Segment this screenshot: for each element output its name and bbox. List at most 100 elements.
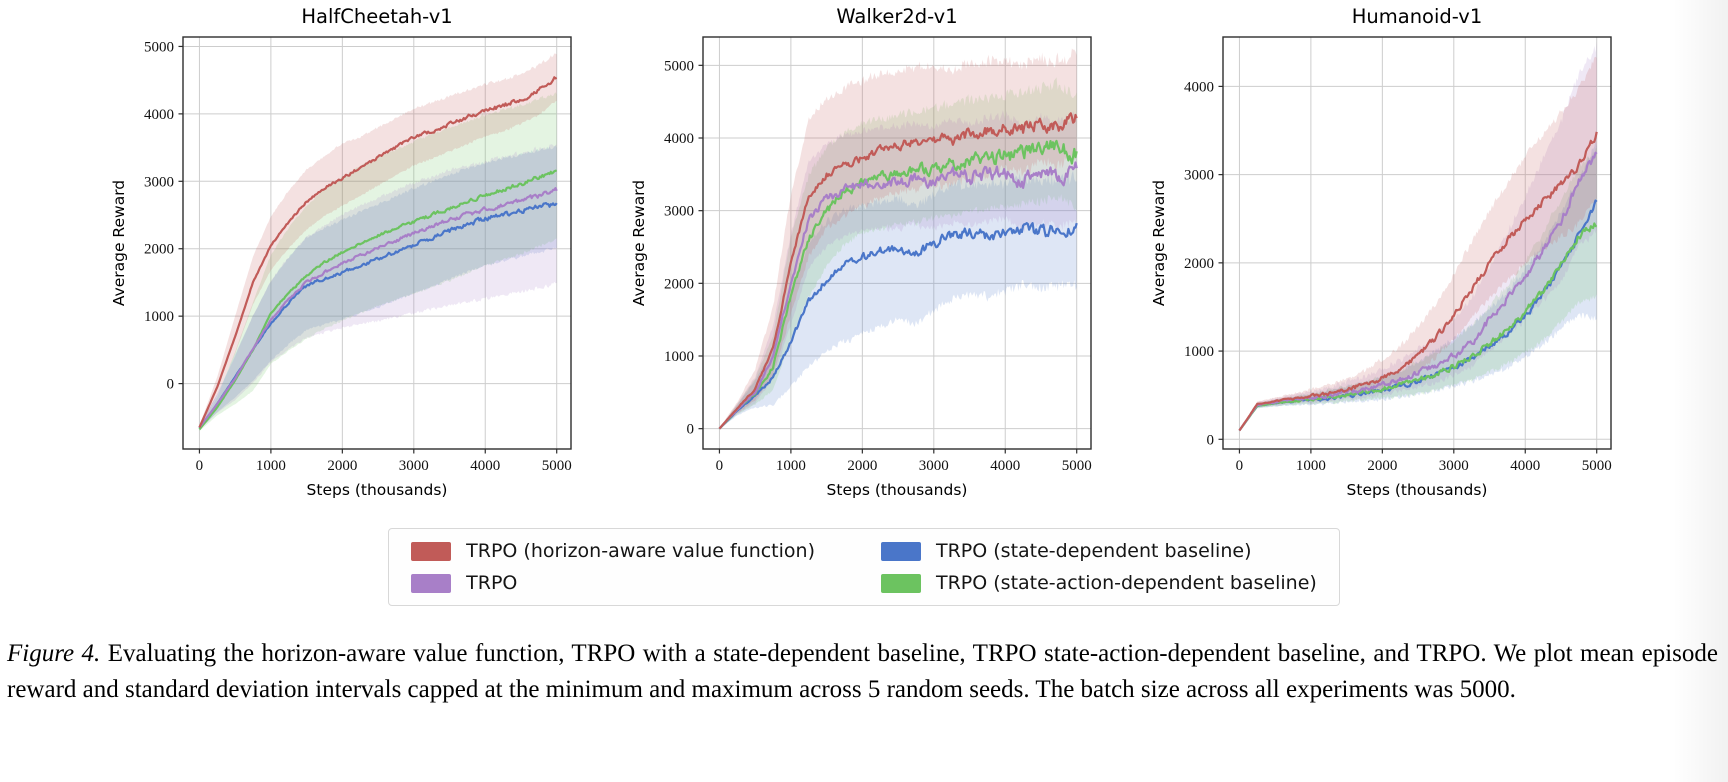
y-axis-label: Average Reward [1150,180,1168,306]
legend-swatch-purple-icon [411,573,452,593]
plot-frame [182,36,572,450]
svg-text:4000: 4000 [1184,79,1214,95]
legend-entry-label: TRPO [466,572,518,594]
svg-text:5000: 5000 [1582,458,1612,474]
mean-lines [198,76,558,431]
chart-title: Walker2d-v1 [836,5,957,28]
svg-text:1000: 1000 [256,458,286,474]
svg-text:3000: 3000 [399,458,429,474]
axis-ticks [178,45,558,454]
svg-text:2000: 2000 [144,242,174,258]
svg-text:3000: 3000 [1439,458,1469,474]
line-trpo [1238,151,1598,432]
svg-text:0: 0 [1236,458,1244,474]
legend-entry-trpo: TRPO [411,572,815,594]
band-trpo-horizon-aware-value-function [1239,56,1597,432]
axis-ticks [698,64,1078,454]
band-trpo [199,144,557,430]
line-trpo [718,161,1078,430]
confidence-bands [719,48,1077,430]
svg-text:0: 0 [1207,432,1215,448]
svg-text:1000: 1000 [1296,458,1326,474]
svg-text:1000: 1000 [776,458,806,474]
legend-swatch-blue-icon [881,541,921,561]
svg-text:4000: 4000 [664,131,694,147]
charts-row: 0 1000 2000 3000 4000 5000 0 1000 2000 3000 4000 50… [109,4,1619,504]
chart-title: Humanoid-v1 [1352,5,1483,28]
svg-text:3000: 3000 [1184,168,1214,184]
band-trpo [719,110,1077,430]
svg-text:5000: 5000 [144,39,174,55]
x-axis-label: Steps (thousands) [827,481,968,499]
svg-text:2000: 2000 [327,458,357,474]
legend-entry-state-dependent: TRPO (state-dependent baseline) [881,540,1317,562]
line-trpo [198,187,558,429]
legend-entry-horizon-aware: TRPO (horizon-aware value function) [411,540,815,562]
y-axis-label: Average Reward [630,180,648,306]
svg-text:1000: 1000 [664,349,694,365]
line-trpo-horizon-aware-value-function [718,112,1078,430]
band-trpo-state-action-dependent-baseline [719,77,1077,430]
legend-entry-state-action-dependent: TRPO (state-action-dependent baseline) [881,572,1317,594]
x-axis-label: Steps (thousands) [307,481,448,499]
svg-text:2000: 2000 [1184,256,1214,272]
svg-text:4000: 4000 [470,458,500,474]
legend-swatch-green-icon [881,573,921,593]
line-trpo-state-action-dependent-baseline [718,139,1078,430]
svg-text:2000: 2000 [847,458,877,474]
band-trpo-horizon-aware-value-function [719,48,1077,430]
chart-title: HalfCheetah-v1 [301,5,452,28]
axis-ticks [1218,85,1598,454]
legend-swatch-red-icon [411,541,452,561]
svg-text:5000: 5000 [664,58,694,74]
svg-text:3000: 3000 [144,174,174,190]
svg-text:0: 0 [196,458,204,474]
confidence-bands [199,53,557,432]
line-trpo-horizon-aware-value-function [198,76,558,428]
band-trpo-state-action-dependent-baseline [1239,147,1597,432]
band-trpo-state-action-dependent-baseline [199,92,557,432]
line-trpo-state-dependent-baseline [718,222,1078,430]
svg-text:1000: 1000 [1184,344,1214,360]
x-axis-label: Steps (thousands) [1347,481,1488,499]
y-axis-label: Average Reward [110,180,128,306]
svg-text:4000: 4000 [1510,458,1540,474]
mean-lines [1238,131,1598,432]
legend-column-1: TRPO (horizon-aware value function) TRPO [411,540,815,594]
svg-text:3000: 3000 [919,458,949,474]
figure-caption-text: Evaluating the horizon-aware value funct… [7,640,1718,703]
legend: TRPO (horizon-aware value function) TRPO… [388,528,1340,606]
svg-text:5000: 5000 [542,458,572,474]
svg-text:1000: 1000 [144,309,174,325]
walker2d-chart: 0 1000 2000 3000 4000 5000 0 1000 2000 3000 4000 50… [629,4,1099,504]
svg-text:5000: 5000 [1062,458,1092,474]
legend-entry-label: TRPO (horizon-aware value function) [466,540,815,562]
plot-frame [1222,36,1612,450]
legend-entry-label: TRPO (state-dependent baseline) [936,540,1252,562]
svg-text:2000: 2000 [664,276,694,292]
figure-caption-label: Figure 4. [7,640,101,667]
band-trpo-state-dependent-baseline [1239,140,1597,432]
tick-labels: 0 1000 2000 3000 4000 5000 0 1000 2000 3000 4000 [1184,79,1612,474]
svg-text:0: 0 [687,422,695,438]
band-trpo-horizon-aware-value-function [199,53,557,430]
gridlines [1223,37,1611,449]
mean-lines [718,112,1078,430]
legend-column-2: TRPO (state-dependent baseline) TRPO (st… [881,540,1317,594]
band-trpo-state-dependent-baseline [199,145,557,431]
svg-text:0: 0 [167,377,175,393]
svg-text:4000: 4000 [990,458,1020,474]
svg-text:3000: 3000 [664,204,694,220]
plot-frame [702,36,1092,450]
tick-labels: 0 1000 2000 3000 4000 5000 0 1000 2000 3000 4000 50… [144,39,572,474]
halfcheetah-chart: 0 1000 2000 3000 4000 5000 0 1000 2000 3000 4000 50… [109,4,579,504]
legend-entry-label: TRPO (state-action-dependent baseline) [936,572,1317,594]
svg-text:0: 0 [716,458,724,474]
figure-caption: Figure 4. Evaluating the horizon-aware v… [7,636,1718,708]
tick-labels: 0 1000 2000 3000 4000 5000 0 1000 2000 3000 4000 50… [664,58,1092,474]
line-trpo-horizon-aware-value-function [1238,131,1598,432]
line-trpo-state-action-dependent-baseline [1238,222,1597,432]
humanoid-chart: 0 1000 2000 3000 4000 5000 0 1000 2000 3000 4000 Hu… [1149,4,1619,504]
svg-text:4000: 4000 [144,107,174,123]
